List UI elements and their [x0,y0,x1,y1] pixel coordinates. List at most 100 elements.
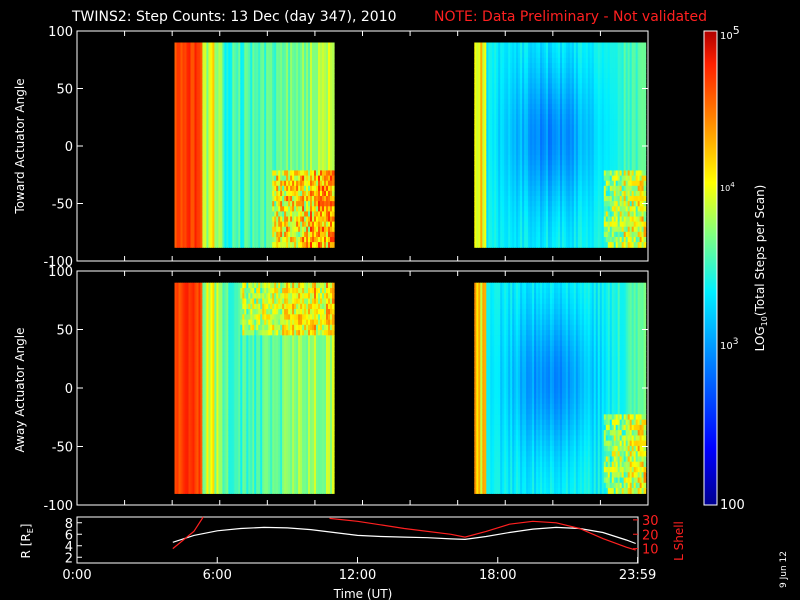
heatmap-cell [186,165,190,171]
heatmap-cell [294,216,297,223]
heatmap-cell [492,155,495,161]
heatmap-cell [254,226,257,233]
heatmap-cell [490,216,493,223]
heatmap-cell [298,52,301,59]
heatmap-cell [542,242,545,248]
heatmap-cell [226,42,229,49]
heatmap-cell [522,109,525,115]
heatmap-cell [232,160,235,166]
heatmap-cell [180,237,184,243]
heatmap-cell [278,78,281,84]
heatmap-cell [220,170,223,177]
heatmap-cell [264,78,267,84]
heatmap-cell [476,242,479,248]
heatmap-cell [540,68,543,74]
heatmap-cell [286,201,289,207]
heatmap-cell [528,211,531,218]
heatmap-cell [216,175,219,182]
heatmap-cell [518,42,521,49]
heatmap-cell [264,109,267,115]
heatmap-cell [246,216,249,223]
heatmap-cell [244,139,247,146]
heatmap-cell [544,139,547,146]
heatmap-cell [516,109,519,115]
heatmap-cell [190,180,194,187]
heatmap-cell [180,175,184,182]
heatmap-cell [224,78,227,84]
heatmap-cell [486,52,489,59]
heatmap-cell [560,180,563,187]
heatmap-cell [216,237,219,243]
heatmap-cell [290,78,293,84]
heatmap-cell [264,231,267,238]
heatmap-cell [498,201,501,207]
heatmap-cell [486,206,489,212]
heatmap-cell [268,201,271,207]
heatmap-cell [560,221,563,228]
heatmap-cell [174,190,178,197]
heatmap-cell [186,175,190,182]
heatmap-cell [248,129,251,136]
heatmap-cell [516,170,519,177]
heatmap-cell [228,109,231,115]
heatmap-cell [496,134,499,141]
heatmap-cell [480,216,483,223]
heatmap-cell [504,206,507,212]
heatmap-cell [534,216,537,223]
heatmap-cell [268,206,271,212]
heatmap-cell [186,139,190,146]
heatmap-cell [496,78,499,84]
heatmap-cell [534,47,537,54]
heatmap-cell [474,206,477,212]
heatmap-cell [488,206,491,212]
heatmap-cell [526,242,529,248]
heatmap-cell [560,78,563,84]
heatmap-cell [506,134,509,141]
heatmap-cell [240,57,243,64]
heatmap-cell [176,42,180,49]
heatmap-cell [232,129,235,136]
heatmap-cell [526,83,529,90]
heatmap-cell [268,175,271,182]
heatmap-cell [264,119,267,125]
heatmap-cell [294,93,297,100]
heatmap-cell [222,42,225,49]
heatmap-cell [326,134,329,141]
heatmap-cell [486,47,489,54]
heatmap-cell [224,68,227,74]
heatmap-cell [232,211,235,218]
heatmap-cell [324,155,327,161]
heatmap-cell [208,68,211,74]
heatmap-cell [186,144,190,151]
heatmap-cell [240,155,243,161]
heatmap-cell [512,242,515,248]
heatmap-cell [528,196,531,202]
heatmap-cell [532,231,535,238]
heatmap-cell [328,237,331,243]
heatmap-cell [300,206,303,212]
heatmap-cell [188,139,192,146]
heatmap-cell [256,73,259,79]
heatmap-cell [184,170,188,177]
heatmap-cell [538,155,541,161]
heatmap-cell [260,134,263,141]
heatmap-cell [316,119,319,125]
heatmap-cell [288,226,291,233]
heatmap-cell [500,93,503,100]
heatmap-cell [326,114,329,120]
heatmap-cell [264,226,267,233]
heatmap-cell [184,119,188,125]
heatmap-cell [548,57,551,64]
heatmap-cell [504,226,507,233]
heatmap-cell [532,221,535,228]
heatmap-cell [558,139,561,146]
heatmap-cell [212,57,215,64]
heatmap-cell [326,196,329,202]
heatmap-cell [268,68,271,74]
heatmap-cell [266,165,269,171]
heatmap-cell [190,109,194,115]
heatmap-cell [186,206,190,212]
heatmap-cell [542,150,545,156]
heatmap-cell [518,150,521,156]
heatmap-cell [248,206,251,212]
